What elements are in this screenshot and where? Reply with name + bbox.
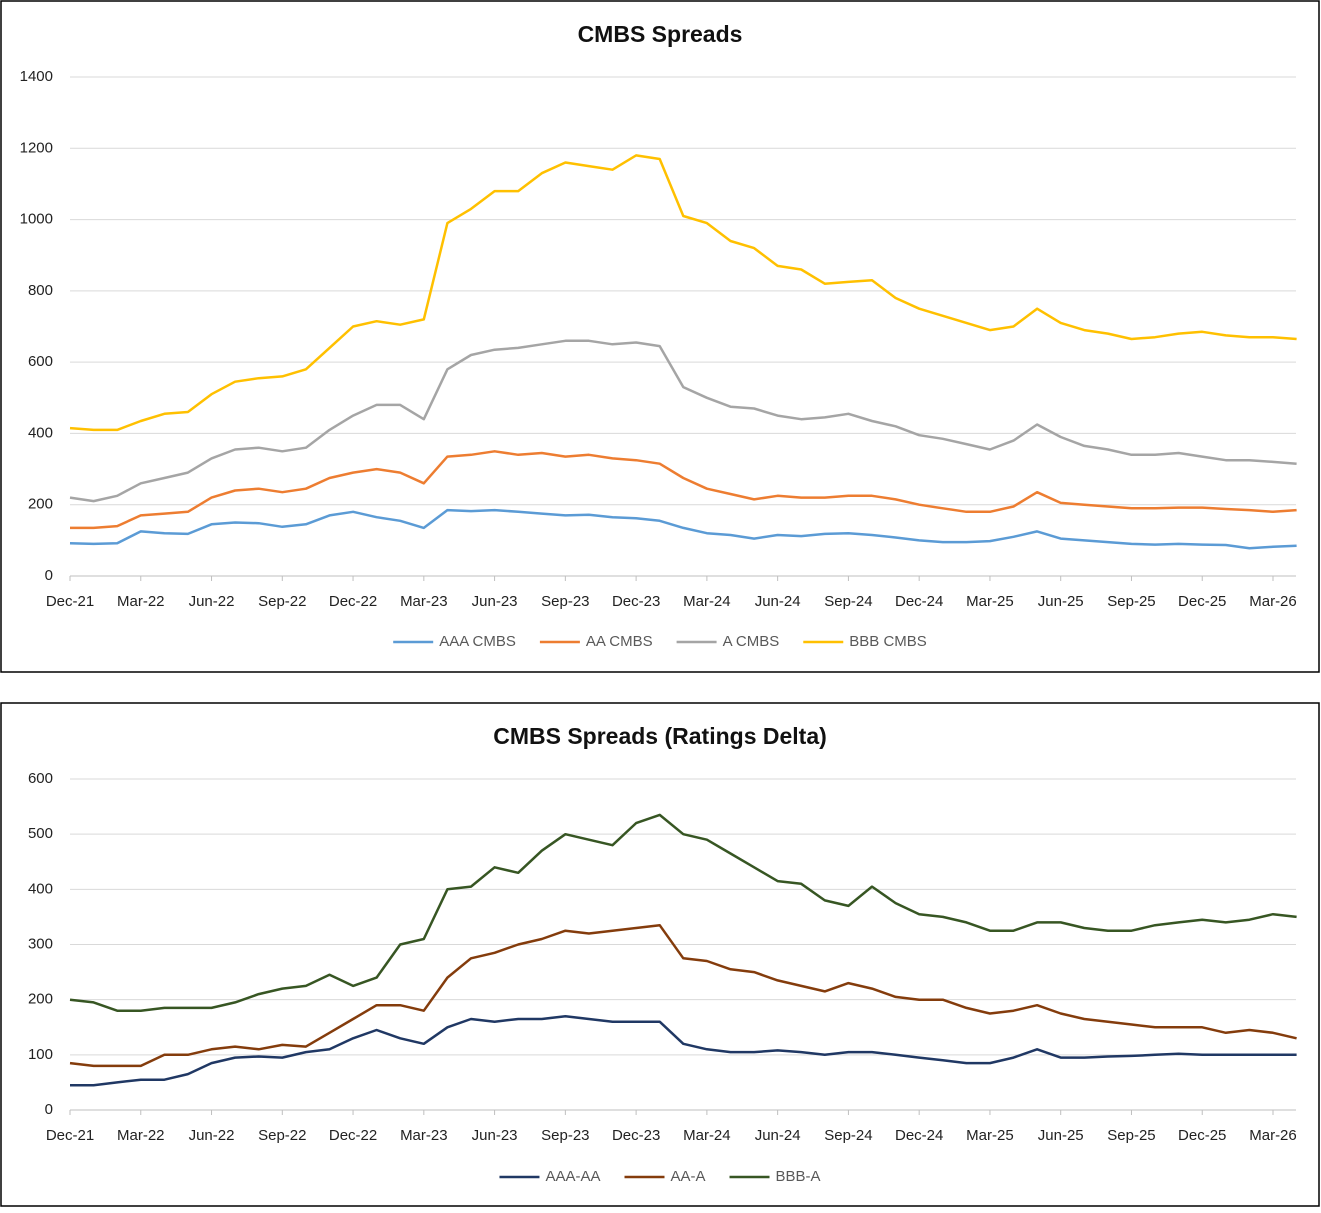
x-tick-label: Dec-25 <box>1178 1127 1226 1144</box>
x-tick-label: Jun-23 <box>472 1127 518 1144</box>
y-tick-label: 1200 <box>20 139 53 156</box>
y-tick-label: 600 <box>28 770 53 787</box>
x-tick-label: Dec-24 <box>895 1127 943 1144</box>
series-line <box>69 339 1297 503</box>
y-tick-label: 500 <box>28 825 53 842</box>
series-line <box>69 813 1297 1012</box>
legend: AAA-AA AA-A BBB-A <box>499 1168 821 1185</box>
x-tick-label: Mar-25 <box>966 593 1014 610</box>
x-tick-label: Dec-25 <box>1178 593 1226 610</box>
y-tick-label: 200 <box>28 991 53 1008</box>
y-tick-label: 400 <box>28 424 53 441</box>
y-tick-label: 1400 <box>20 68 53 85</box>
x-tick-label: Dec-22 <box>329 1127 377 1144</box>
x-tick-label: Mar-24 <box>683 1127 731 1144</box>
series-line <box>70 1014 1297 1087</box>
x-tick-label: Dec-22 <box>329 593 377 610</box>
y-tick-label: 600 <box>28 353 53 370</box>
x-tick-label: Dec-24 <box>895 593 943 610</box>
x-tick-label: Mar-23 <box>400 593 448 610</box>
legend-label: BBB-A <box>776 1168 821 1185</box>
x-tick-label: Dec-21 <box>46 1127 94 1144</box>
x-tick-label: Mar-24 <box>683 593 731 610</box>
x-tick-label: Jun-24 <box>755 593 801 610</box>
legend-label: AA CMBS <box>586 633 653 650</box>
x-tick-label: Jun-23 <box>472 593 518 610</box>
legend: AAA CMBS AA CMBS A CMBS BBB CMBS <box>393 633 927 650</box>
y-tick-label: 400 <box>28 880 53 897</box>
chart: CMBS Spreads 0 200 400 600 800 1000 1200 1400 Dec… <box>20 21 1297 650</box>
legend-label: BBB CMBS <box>849 633 927 650</box>
y-tick-label: 1000 <box>20 211 53 228</box>
x-tick-label: Sep-22 <box>258 593 306 610</box>
legend-label: AAA CMBS <box>439 633 516 650</box>
chart: CMBS Spreads (Ratings Delta) 0 100 200 300 40… <box>28 723 1297 1185</box>
x-tick-label: Jun-22 <box>189 1127 235 1144</box>
x-tick-label: Sep-24 <box>824 1127 872 1144</box>
chart-frame <box>0 0 1320 673</box>
chart-title: CMBS Spreads <box>578 21 743 47</box>
x-tick-label: Sep-25 <box>1107 593 1155 610</box>
x-tick-label: Jun-22 <box>189 593 235 610</box>
legend-label: A CMBS <box>723 633 780 650</box>
y-tick-label: 300 <box>28 935 53 952</box>
x-tick-label: Sep-22 <box>258 1127 306 1144</box>
y-tick-label: 100 <box>28 1046 53 1063</box>
y-tick-label: 0 <box>45 1101 53 1118</box>
x-tick-label: Jun-24 <box>755 1127 801 1144</box>
x-tick-label: Dec-23 <box>612 593 660 610</box>
y-tick-label: 800 <box>28 282 53 299</box>
x-tick-label: Mar-26 <box>1249 1127 1297 1144</box>
x-tick-label: Jun-25 <box>1038 1127 1084 1144</box>
legend-label: AAA-AA <box>545 1168 600 1185</box>
series-line <box>70 450 1297 530</box>
x-tick-label: Dec-23 <box>612 1127 660 1144</box>
series-line <box>69 154 1297 432</box>
chart-frame <box>0 702 1320 1207</box>
x-tick-label: Dec-21 <box>46 593 94 610</box>
x-tick-label: Mar-26 <box>1249 593 1297 610</box>
y-tick-label: 0 <box>45 567 53 584</box>
x-tick-label: Sep-25 <box>1107 1127 1155 1144</box>
x-tick-label: Jun-25 <box>1038 593 1084 610</box>
x-tick-label: Sep-23 <box>541 593 589 610</box>
y-tick-label: 200 <box>28 496 53 513</box>
x-tick-label: Sep-24 <box>824 593 872 610</box>
series-line <box>69 508 1297 550</box>
x-tick-label: Sep-23 <box>541 1127 589 1144</box>
x-tick-label: Mar-23 <box>400 1127 448 1144</box>
x-tick-label: Mar-22 <box>117 1127 165 1144</box>
x-tick-label: Mar-25 <box>966 1127 1014 1144</box>
legend-label: AA-A <box>671 1168 706 1185</box>
x-tick-label: Mar-22 <box>117 593 165 610</box>
series-line <box>69 923 1297 1068</box>
chart-title: CMBS Spreads (Ratings Delta) <box>493 723 827 749</box>
